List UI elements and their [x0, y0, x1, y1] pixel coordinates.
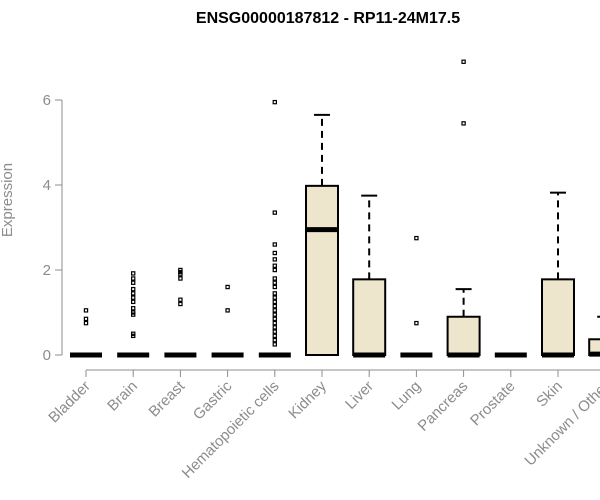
box-group	[446, 59, 481, 358]
outlier-point	[131, 306, 136, 311]
boxes	[70, 59, 600, 358]
box-body	[588, 338, 600, 356]
outlier-point	[272, 99, 278, 105]
box-body	[541, 278, 575, 357]
outlier-point	[131, 286, 136, 292]
x-tick-label: Lung	[389, 378, 425, 414]
x-tick-label: Bladder	[45, 378, 94, 427]
box-group	[70, 308, 102, 358]
box-body	[352, 278, 387, 357]
outlier-point	[178, 267, 183, 273]
chart-title: ENSG00000187812 - RP11-24M17.5	[196, 10, 460, 27]
outlier-point	[131, 276, 136, 281]
outlier-point	[272, 210, 278, 215]
x-tick-label: Breast	[146, 377, 189, 420]
outlier-point	[272, 295, 278, 300]
outlier-point	[178, 301, 183, 307]
outlier-point	[272, 329, 278, 334]
outlier-point	[461, 59, 466, 64]
outlier-point	[272, 320, 278, 326]
outlier-point	[131, 310, 136, 315]
outlier-point	[272, 342, 278, 347]
y-tick-label: 2	[43, 262, 51, 279]
outlier-point	[414, 235, 419, 241]
outlier-point	[225, 284, 230, 290]
outlier-point	[272, 267, 278, 273]
y-tick-label: 6	[43, 92, 51, 109]
x-tick-label: Liver	[342, 378, 377, 413]
outlier-point	[272, 284, 278, 290]
x-tick-label: Skin	[533, 378, 566, 411]
y-axis-label: Expression	[0, 163, 16, 237]
y-tick-label: 4	[43, 177, 51, 194]
outlier-point	[272, 308, 278, 313]
box-body	[305, 184, 339, 356]
y-tick-label: 0	[43, 347, 51, 364]
x-tick-label: Kidney	[285, 377, 330, 422]
box-group	[258, 99, 291, 358]
outlier-point	[131, 280, 136, 285]
outlier-point	[178, 297, 183, 302]
box-group	[164, 267, 197, 358]
outlier-point	[272, 257, 278, 262]
outlier-point	[272, 280, 278, 285]
outlier-point	[272, 333, 278, 339]
outlier-point	[131, 299, 136, 305]
outlier-point	[272, 316, 278, 322]
outlier-point	[272, 250, 278, 256]
outlier-point	[272, 299, 278, 305]
outlier-point	[83, 316, 89, 322]
outlier-point	[272, 325, 278, 330]
box-group	[117, 271, 150, 358]
x-tick-label: Pancreas	[415, 378, 472, 435]
outlier-point	[83, 308, 89, 313]
outlier-point	[272, 263, 278, 268]
outlier-point	[272, 291, 278, 296]
box-group	[588, 315, 600, 357]
outlier-point	[272, 337, 278, 343]
outlier-point	[272, 303, 278, 309]
outlier-point	[461, 121, 466, 126]
outlier-point	[178, 276, 183, 281]
outlier-point	[272, 312, 278, 317]
outlier-point	[272, 276, 278, 281]
box-group	[305, 113, 339, 356]
x-tick-label: Prostate	[467, 378, 519, 430]
x-tick-label: Brain	[104, 378, 141, 415]
outlier-point	[131, 331, 136, 336]
x-tick-label: Gastric	[190, 377, 236, 423]
outlier-point	[131, 271, 136, 276]
box-group	[211, 284, 244, 358]
outlier-point	[83, 320, 89, 326]
box-body	[446, 315, 481, 356]
box-group	[541, 191, 575, 358]
outlier-point	[131, 295, 136, 300]
box-group	[400, 235, 433, 358]
outlier-point	[414, 320, 419, 326]
outlier-point	[272, 242, 278, 247]
outlier-point	[131, 291, 136, 296]
outlier-point	[225, 308, 230, 313]
box-group	[352, 194, 387, 358]
